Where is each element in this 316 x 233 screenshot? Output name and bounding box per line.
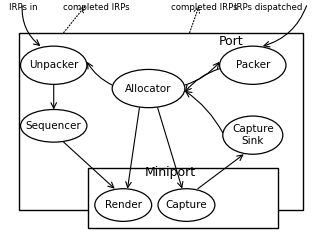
Text: Capture: Capture xyxy=(166,200,207,210)
Ellipse shape xyxy=(112,69,185,108)
Text: Sequencer: Sequencer xyxy=(26,121,82,131)
Text: Unpacker: Unpacker xyxy=(29,60,78,70)
Ellipse shape xyxy=(21,46,87,84)
Ellipse shape xyxy=(21,110,87,142)
Text: Port: Port xyxy=(218,35,243,48)
Text: IRPs dispatched: IRPs dispatched xyxy=(234,3,302,13)
Text: IRPs in: IRPs in xyxy=(9,3,38,13)
Bar xyxy=(19,33,303,210)
Text: Capture
Sink: Capture Sink xyxy=(232,124,274,146)
Text: Packer: Packer xyxy=(236,60,270,70)
Bar xyxy=(88,168,278,228)
Text: Render: Render xyxy=(105,200,142,210)
Ellipse shape xyxy=(223,116,283,154)
Text: completed IRPs: completed IRPs xyxy=(63,3,130,13)
Text: Allocator: Allocator xyxy=(125,84,172,93)
Ellipse shape xyxy=(95,189,152,221)
Text: Miniport: Miniport xyxy=(145,166,196,179)
Ellipse shape xyxy=(158,189,215,221)
Text: completed IRPs: completed IRPs xyxy=(171,3,237,13)
Ellipse shape xyxy=(220,46,286,84)
